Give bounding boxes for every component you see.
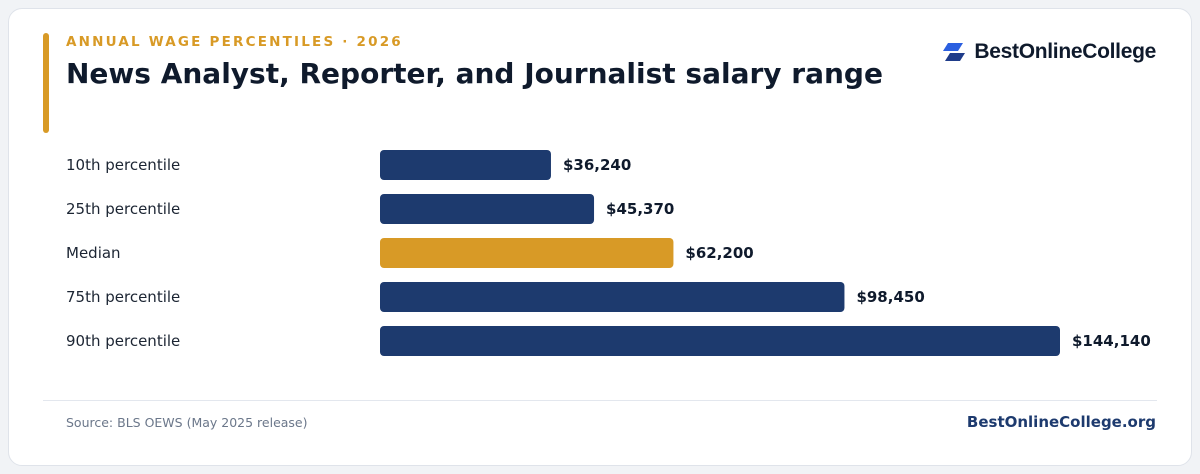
value-label-median: $62,200 [685, 244, 753, 262]
footer-divider [43, 400, 1157, 401]
category-label-90th-percentile: 90th percentile [66, 332, 180, 350]
value-label-10th-percentile: $36,240 [563, 156, 631, 174]
chart-card [8, 8, 1192, 466]
category-label-10th-percentile: 10th percentile [66, 156, 180, 174]
bar-10th-percentile [380, 150, 551, 180]
chart-title: News Analyst, Reporter, and Journalist s… [66, 57, 883, 90]
bar-median [380, 238, 674, 268]
value-label-75th-percentile: $98,450 [856, 288, 924, 306]
value-label-25th-percentile: $45,370 [606, 200, 674, 218]
category-label-75th-percentile: 75th percentile [66, 288, 180, 306]
site-link[interactable]: BestOnlineCollege.org [966, 413, 1156, 431]
accent-bar [43, 33, 49, 133]
bar-90th-percentile [380, 326, 1060, 356]
chart-eyebrow: ANNUAL WAGE PERCENTILES · 2026 [66, 34, 403, 50]
category-label-median: Median [66, 244, 121, 262]
salary-bar-chart: 10th percentile $36,240 25th percentile $45… [66, 150, 1151, 356]
parallelogram-logo-icon [943, 43, 966, 61]
category-label-25th-percentile: 25th percentile [66, 200, 180, 218]
bar-25th-percentile [380, 194, 595, 224]
brand-logo[interactable]: BestOnlineCollege [941, 40, 1156, 64]
bar-75th-percentile [380, 282, 845, 312]
brand-logo-text: BestOnlineCollege [974, 40, 1156, 63]
source-note: Source: BLS OEWS (May 2025 release) [66, 415, 308, 430]
value-label-90th-percentile: $144,140 [1072, 332, 1151, 350]
